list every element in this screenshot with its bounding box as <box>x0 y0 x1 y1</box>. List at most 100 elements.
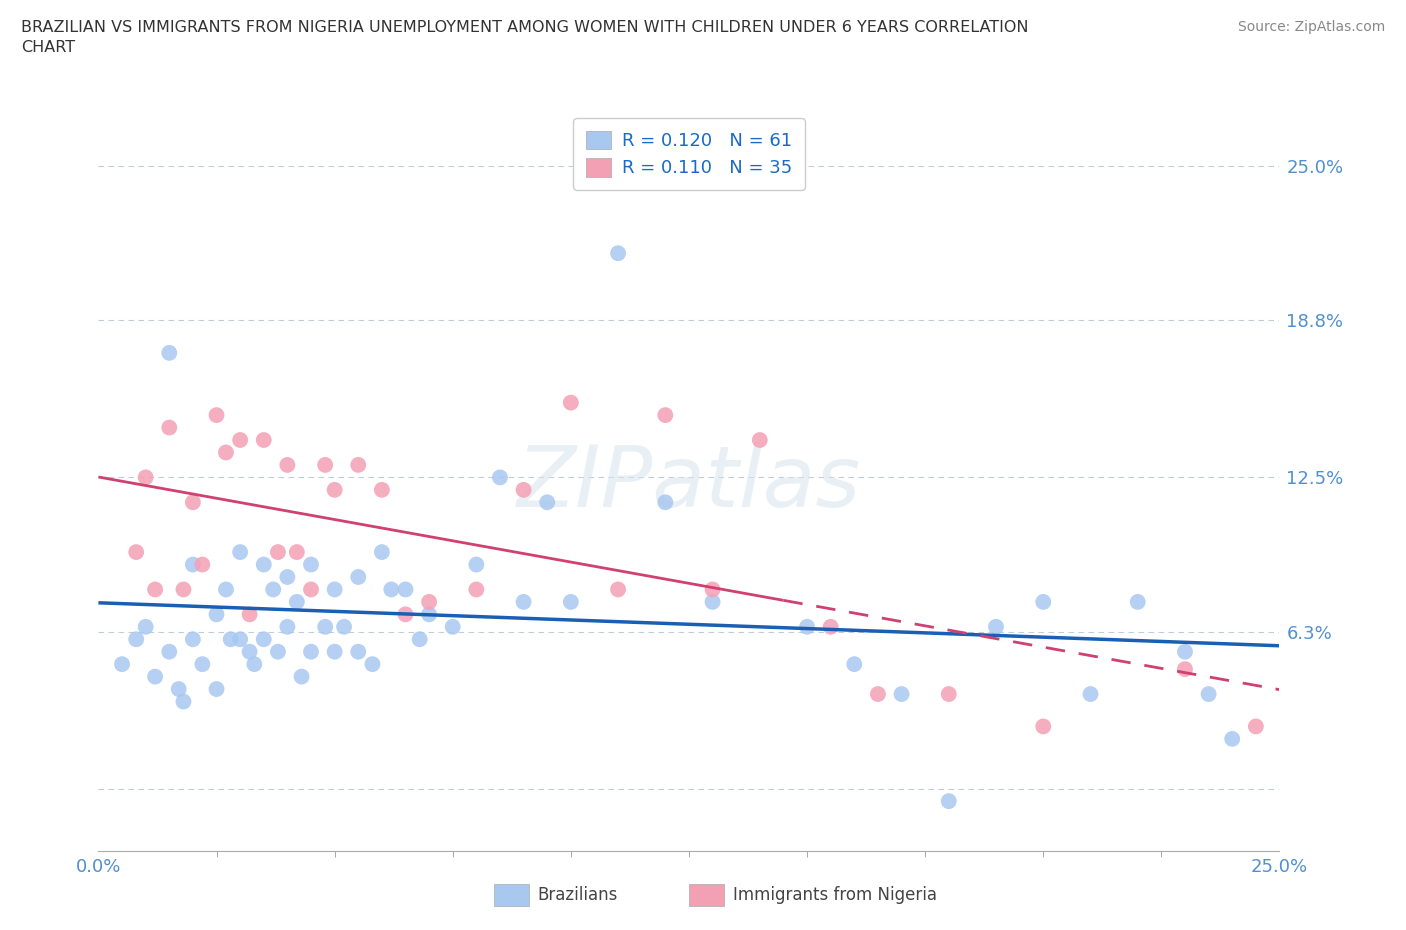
Point <box>820 619 842 634</box>
Point <box>607 582 630 597</box>
Point <box>157 644 180 659</box>
Point <box>489 470 512 485</box>
Point <box>167 682 190 697</box>
Point <box>181 557 204 572</box>
Point <box>314 458 336 472</box>
Text: BRAZILIAN VS IMMIGRANTS FROM NIGERIA UNEMPLOYMENT AMONG WOMEN WITH CHILDREN UNDE: BRAZILIAN VS IMMIGRANTS FROM NIGERIA UNE… <box>21 20 1029 35</box>
Text: Brazilians: Brazilians <box>537 886 619 904</box>
Point <box>299 582 322 597</box>
Point <box>1220 731 1243 746</box>
Point <box>536 495 558 510</box>
Point <box>465 582 488 597</box>
Point <box>702 594 724 609</box>
Point <box>243 657 266 671</box>
Point <box>285 545 308 560</box>
Point <box>253 557 276 572</box>
Point <box>143 670 166 684</box>
Point <box>371 483 394 498</box>
Point <box>276 569 298 584</box>
Point <box>796 619 818 634</box>
Point <box>239 607 262 622</box>
Point <box>984 619 1007 634</box>
Point <box>229 545 252 560</box>
Point <box>172 694 194 709</box>
Point <box>253 432 276 447</box>
Point <box>1032 594 1054 609</box>
Point <box>276 458 298 472</box>
Point <box>143 582 166 597</box>
Point <box>560 395 582 410</box>
Point <box>441 619 464 634</box>
Point <box>333 619 356 634</box>
FancyBboxPatch shape <box>689 884 724 906</box>
Point <box>844 657 866 671</box>
Point <box>380 582 402 597</box>
Point <box>394 607 416 622</box>
Point <box>290 670 312 684</box>
Point <box>371 545 394 560</box>
Point <box>465 557 488 572</box>
Point <box>276 619 298 634</box>
Point <box>323 483 346 498</box>
Point <box>239 644 262 659</box>
Point <box>205 407 228 422</box>
Point <box>125 631 148 646</box>
Point <box>181 495 204 510</box>
Point <box>157 345 180 360</box>
Point <box>267 545 290 560</box>
Point <box>215 582 238 597</box>
Point <box>299 644 322 659</box>
Point <box>654 407 676 422</box>
FancyBboxPatch shape <box>494 884 530 906</box>
Point <box>361 657 384 671</box>
Point <box>314 619 336 634</box>
Point <box>229 631 252 646</box>
Point <box>347 569 370 584</box>
Text: CHART: CHART <box>21 40 75 55</box>
Point <box>1198 686 1220 701</box>
Point <box>157 420 180 435</box>
Point <box>347 458 370 472</box>
Text: Immigrants from Nigeria: Immigrants from Nigeria <box>733 886 936 904</box>
Point <box>1174 644 1197 659</box>
Point <box>135 619 157 634</box>
Point <box>299 557 322 572</box>
Point <box>1244 719 1267 734</box>
Point <box>512 594 534 609</box>
Point <box>418 607 440 622</box>
Point <box>181 631 204 646</box>
Point <box>347 644 370 659</box>
Point <box>215 445 238 460</box>
Point <box>394 582 416 597</box>
Point <box>172 582 194 597</box>
Point <box>408 631 430 646</box>
Point <box>205 682 228 697</box>
Point <box>1080 686 1102 701</box>
Point <box>253 631 276 646</box>
Point <box>135 470 157 485</box>
Point <box>205 607 228 622</box>
Point <box>229 432 252 447</box>
Point <box>607 246 630 260</box>
Point <box>702 582 724 597</box>
Text: ZIPatlas: ZIPatlas <box>517 442 860 525</box>
Point <box>938 686 960 701</box>
Point <box>191 557 214 572</box>
Point <box>938 793 960 808</box>
Point <box>1126 594 1149 609</box>
Point <box>267 644 290 659</box>
Point <box>111 657 134 671</box>
Text: Source: ZipAtlas.com: Source: ZipAtlas.com <box>1237 20 1385 34</box>
Point <box>285 594 308 609</box>
Point <box>125 545 148 560</box>
Point <box>191 657 214 671</box>
Point <box>748 432 770 447</box>
Point <box>219 631 242 646</box>
Point <box>1032 719 1054 734</box>
Point <box>323 582 346 597</box>
Point <box>418 594 440 609</box>
Point <box>1174 662 1197 677</box>
Legend: R = 0.120   N = 61, R = 0.110   N = 35: R = 0.120 N = 61, R = 0.110 N = 35 <box>574 118 804 190</box>
Point <box>512 483 534 498</box>
Point <box>890 686 912 701</box>
